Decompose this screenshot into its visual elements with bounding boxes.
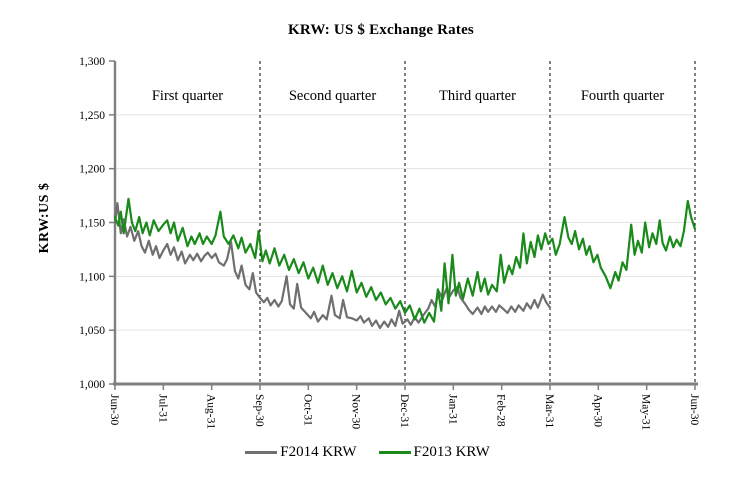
x-tick-label: Jun-30 <box>688 394 700 426</box>
series-line-f2014-krw <box>113 202 552 330</box>
legend-item-f2014: F2014 KRW <box>245 444 357 461</box>
y-tick-label: 1,200 <box>79 164 105 176</box>
quarter-label: Fourth quarter <box>581 88 665 104</box>
x-tick-label: Mar-31 <box>543 394 555 429</box>
series-line-f2013-krw <box>113 197 697 324</box>
y-tick-label: 1,300 <box>79 56 105 68</box>
legend-swatch-f2014 <box>245 451 278 454</box>
y-tick-label: 1,000 <box>79 379 105 391</box>
x-tick-label: Jul-31 <box>156 394 168 423</box>
quarter-label: Third quarter <box>439 88 516 104</box>
x-tick-label: Feb-28 <box>495 394 507 427</box>
quarter-label: First quarter <box>152 88 223 104</box>
y-tick-label: 1,250 <box>79 110 105 122</box>
legend-item-f2013: F2013 KRW <box>378 444 490 461</box>
x-tick-label: Sep-30 <box>253 394 265 427</box>
legend-swatch-f2013 <box>378 451 411 454</box>
y-tick-label: 1,100 <box>79 271 105 283</box>
legend-label-f2013: F2013 KRW <box>413 444 490 460</box>
quarter-label: Second quarter <box>289 88 377 104</box>
x-tick-label: Jan-31 <box>446 394 458 425</box>
x-tick-label: May-31 <box>640 394 652 431</box>
y-tick-label: 1,150 <box>79 218 105 230</box>
x-tick-label: Nov-30 <box>350 394 362 429</box>
y-tick-label: 1,050 <box>79 325 105 337</box>
x-tick-label: Oct-31 <box>301 394 313 426</box>
legend: F2014 KRW F2013 KRW <box>0 444 735 461</box>
x-tick-label: Jun-30 <box>108 394 120 426</box>
legend-label-f2014: F2014 KRW <box>280 444 357 460</box>
x-tick-label: Aug-31 <box>205 394 217 429</box>
x-tick-label: Apr-30 <box>591 394 603 427</box>
x-tick-label: Dec-31 <box>398 394 410 428</box>
chart-title: KRW: US $ Exchange Rates <box>288 22 474 38</box>
